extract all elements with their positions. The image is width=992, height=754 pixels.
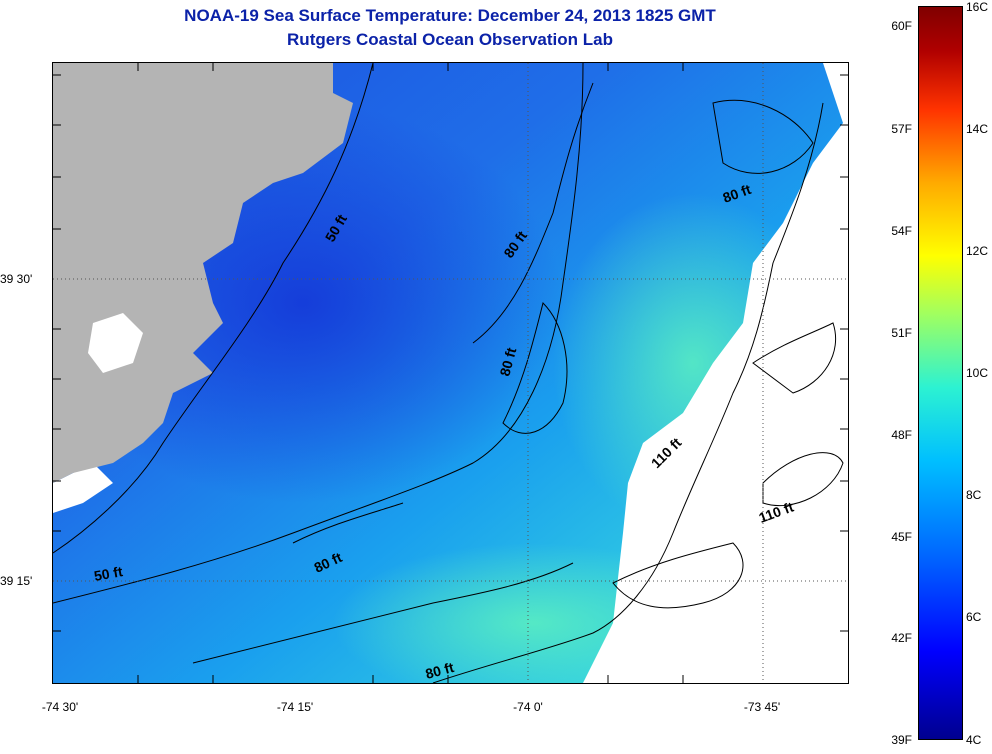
colorbar-label-c: 14C (966, 122, 989, 136)
colorbar-label-c: 16C (966, 0, 989, 14)
x-tick-label: -74 0' (513, 700, 543, 714)
sst-map-canvas: 50 ft 80 ft 80 ft 80 ft 80 ft 110 ft 110… (53, 63, 848, 683)
colorbar-label-f: 45F (891, 530, 912, 544)
bathymetry-contours (53, 63, 844, 683)
bay-area (88, 313, 143, 373)
colorbar-label-c: 4C (966, 733, 982, 747)
colorbar-label-c: 6C (966, 610, 982, 624)
map-subtitle: Rutgers Coastal Ocean Observation Lab (287, 30, 613, 49)
x-tick-label: -74 30' (41, 700, 79, 714)
contour-label: 80 ft (496, 346, 519, 378)
colorbar-label-f: 54F (891, 224, 912, 238)
colorbar-label-c: 12C (966, 244, 989, 258)
colorbar-label-f: 51F (891, 326, 912, 340)
land-new-jersey (53, 63, 353, 483)
colorbar-label-f: 48F (891, 428, 912, 442)
cloud-mask-east (583, 63, 848, 683)
colorbar-label-c: 10C (966, 366, 989, 380)
map-title: NOAA-19 Sea Surface Temperature: Decembe… (184, 6, 716, 25)
x-tick-label: -73 45' (743, 700, 781, 714)
graticule (53, 63, 848, 683)
y-tick-label: 39 30' (0, 272, 33, 286)
colorbar-label-f: 39F (891, 733, 912, 747)
contour-label: 50 ft (93, 563, 124, 584)
y-tick-label: 39 15' (0, 574, 33, 588)
inner-ticks (53, 63, 848, 683)
sst-map[interactable]: 50 ft 80 ft 80 ft 80 ft 80 ft 110 ft 110… (52, 62, 849, 684)
colorbar-label-c: 8C (966, 488, 982, 502)
x-tick-label: -74 15' (276, 700, 314, 714)
temperature-colorbar (918, 6, 963, 740)
colorbar-label-f: 57F (891, 122, 912, 136)
colorbar-label-f: 60F (891, 19, 912, 33)
colorbar-label-f: 42F (891, 631, 912, 645)
